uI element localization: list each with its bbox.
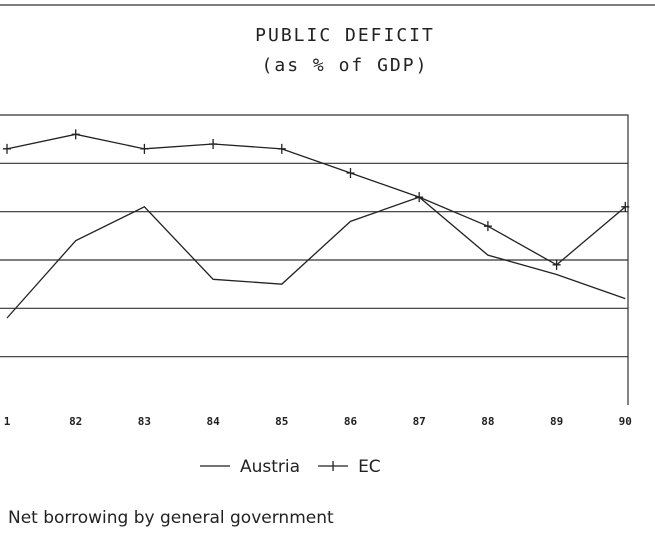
chart-title: PUBLIC DEFICIT bbox=[255, 25, 435, 46]
x-tick-label: 1 bbox=[4, 415, 11, 428]
note: Net borrowing by general government bbox=[8, 508, 334, 528]
x-tick-label: 88 bbox=[481, 415, 494, 428]
marker bbox=[3, 143, 11, 154]
x-tick-label: 84 bbox=[206, 415, 220, 428]
x-tick-label: 85 bbox=[275, 415, 288, 428]
legend-label: EC bbox=[358, 457, 381, 477]
marker bbox=[621, 201, 630, 212]
x-tick-label: 82 bbox=[69, 415, 82, 428]
marker bbox=[277, 143, 286, 154]
series-line bbox=[6, 196, 626, 319]
x-tick-label: 90 bbox=[619, 415, 632, 428]
marker bbox=[346, 168, 355, 178]
marker bbox=[552, 259, 561, 270]
marker bbox=[140, 143, 149, 154]
marker bbox=[209, 139, 218, 149]
marker bbox=[415, 192, 424, 203]
x-tick-label: 86 bbox=[344, 415, 358, 428]
chart-subtitle: (as % of GDP) bbox=[262, 55, 429, 76]
legend-label: Austria bbox=[240, 457, 300, 477]
marker bbox=[483, 221, 492, 232]
x-tick-label: 89 bbox=[550, 415, 563, 428]
x-tick-label: 83 bbox=[138, 415, 151, 428]
series-line bbox=[6, 133, 626, 266]
x-tick-label: 87 bbox=[413, 415, 426, 428]
marker bbox=[71, 129, 80, 140]
